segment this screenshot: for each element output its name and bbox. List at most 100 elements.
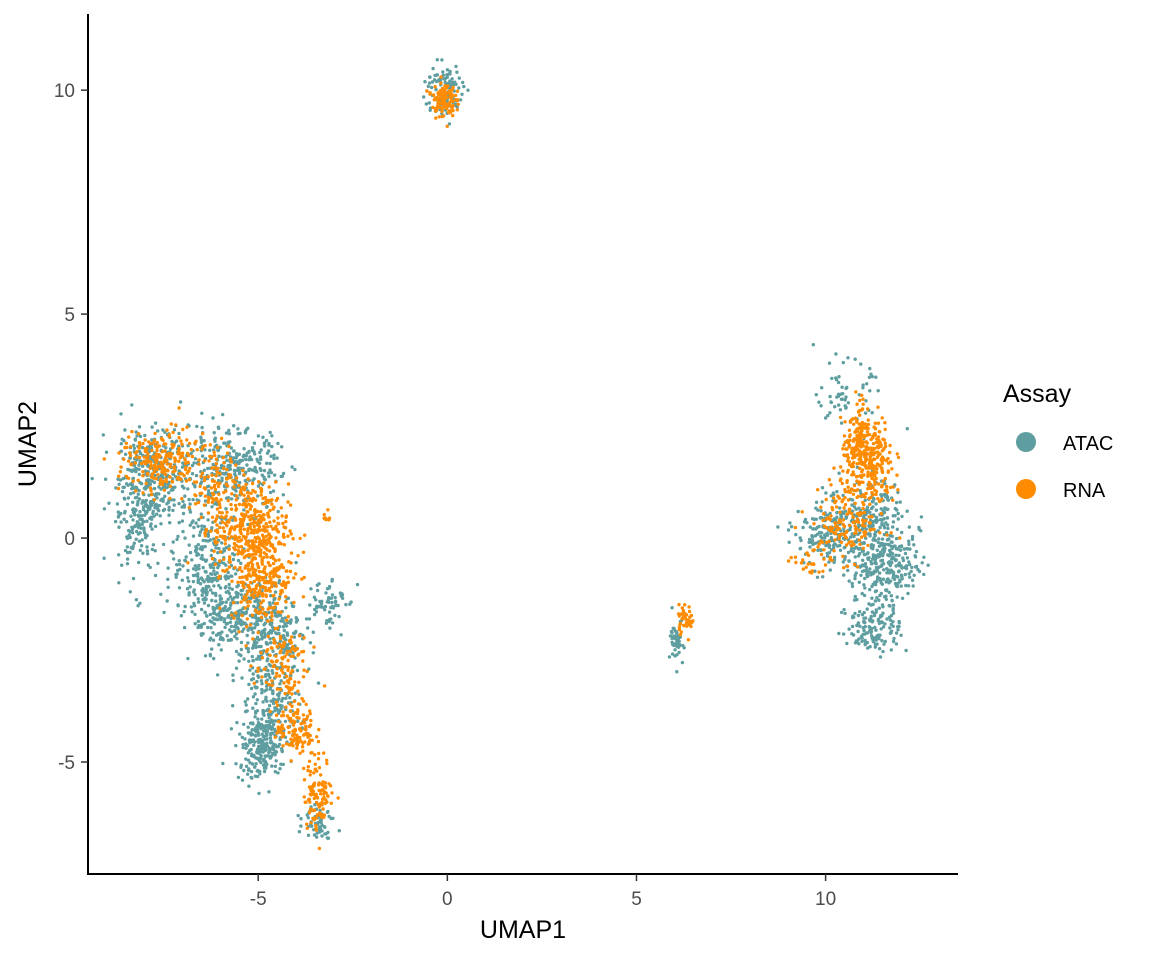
- data-point: [854, 475, 859, 479]
- data-point: [273, 547, 277, 552]
- data-point: [212, 450, 216, 454]
- data-point: [186, 568, 190, 573]
- data-point: [177, 475, 181, 480]
- data-point: [233, 565, 237, 570]
- data-point: [227, 537, 231, 541]
- data-point: [148, 444, 152, 449]
- data-point: [230, 597, 235, 602]
- data-point: [153, 549, 157, 553]
- data-point: [140, 522, 144, 527]
- data-point: [896, 488, 900, 492]
- data-point: [181, 529, 185, 534]
- data-point: [175, 537, 179, 542]
- legend-title: Assay: [1003, 380, 1072, 408]
- data-point: [856, 629, 860, 634]
- x-axis-title: UMAP1: [480, 916, 566, 944]
- data-point: [262, 567, 267, 571]
- data-point: [281, 762, 285, 767]
- data-point: [225, 524, 229, 528]
- data-point: [117, 451, 121, 455]
- data-point: [311, 651, 315, 655]
- data-point: [288, 638, 293, 642]
- data-point: [124, 441, 129, 445]
- data-point: [259, 668, 263, 673]
- data-point: [876, 633, 881, 637]
- data-point: [888, 443, 892, 448]
- data-point: [867, 496, 872, 500]
- data-point: [188, 502, 192, 506]
- data-point: [827, 539, 831, 544]
- data-point: [290, 665, 295, 670]
- data-point: [847, 489, 851, 493]
- data-point: [211, 631, 215, 635]
- data-point: [291, 719, 295, 723]
- data-point: [248, 580, 253, 585]
- data-point: [869, 629, 874, 634]
- data-point: [878, 452, 882, 456]
- data-point: [858, 528, 862, 533]
- data-point: [874, 515, 879, 520]
- data-point: [208, 652, 212, 657]
- data-point: [254, 645, 258, 650]
- data-point: [851, 452, 856, 456]
- data-point: [290, 692, 294, 696]
- data-point: [264, 572, 269, 577]
- data-point: [814, 500, 819, 504]
- data-point: [852, 483, 857, 488]
- data-point: [279, 668, 284, 672]
- data-point: [277, 642, 282, 646]
- data-point: [878, 615, 883, 619]
- data-point: [152, 480, 157, 485]
- data-point: [131, 479, 135, 483]
- data-point: [227, 613, 231, 618]
- data-point: [234, 620, 238, 624]
- data-point: [786, 559, 791, 563]
- data-point: [164, 453, 168, 457]
- data-point: [257, 480, 261, 484]
- data-point: [165, 462, 169, 466]
- data-point: [192, 588, 196, 592]
- data-point: [162, 488, 167, 492]
- data-point: [329, 801, 333, 805]
- data-point: [271, 628, 275, 633]
- data-point: [850, 581, 854, 586]
- data-point: [192, 601, 196, 606]
- data-point: [863, 616, 868, 620]
- data-point: [213, 439, 217, 443]
- data-point: [260, 741, 264, 746]
- data-point: [276, 771, 280, 775]
- data-point: [229, 497, 234, 501]
- data-point: [255, 457, 259, 461]
- data-point: [814, 393, 818, 397]
- data-point: [853, 611, 857, 616]
- data-point: [214, 541, 218, 545]
- data-point: [890, 551, 895, 556]
- data-point: [299, 824, 303, 828]
- data-point: [248, 455, 252, 459]
- data-point: [876, 389, 880, 393]
- data-point: [219, 463, 224, 468]
- data-point: [848, 535, 853, 539]
- data-point: [130, 429, 134, 434]
- data-point: [843, 509, 847, 513]
- data-point: [176, 534, 180, 539]
- data-point: [877, 537, 881, 541]
- data-point: [453, 93, 458, 98]
- data-point: [291, 733, 295, 737]
- data-point: [167, 508, 171, 512]
- data-point: [187, 477, 192, 482]
- data-point: [268, 749, 272, 754]
- data-point: [166, 566, 170, 570]
- data-point: [339, 594, 343, 598]
- data-point: [304, 727, 308, 732]
- data-point: [171, 508, 175, 513]
- data-point: [172, 428, 177, 432]
- data-point: [275, 731, 279, 735]
- data-point: [852, 562, 857, 567]
- data-point: [296, 719, 300, 723]
- data-point: [315, 813, 319, 817]
- data-point: [846, 356, 850, 360]
- data-point: [178, 451, 182, 455]
- data-point: [231, 704, 235, 708]
- data-point: [890, 467, 894, 471]
